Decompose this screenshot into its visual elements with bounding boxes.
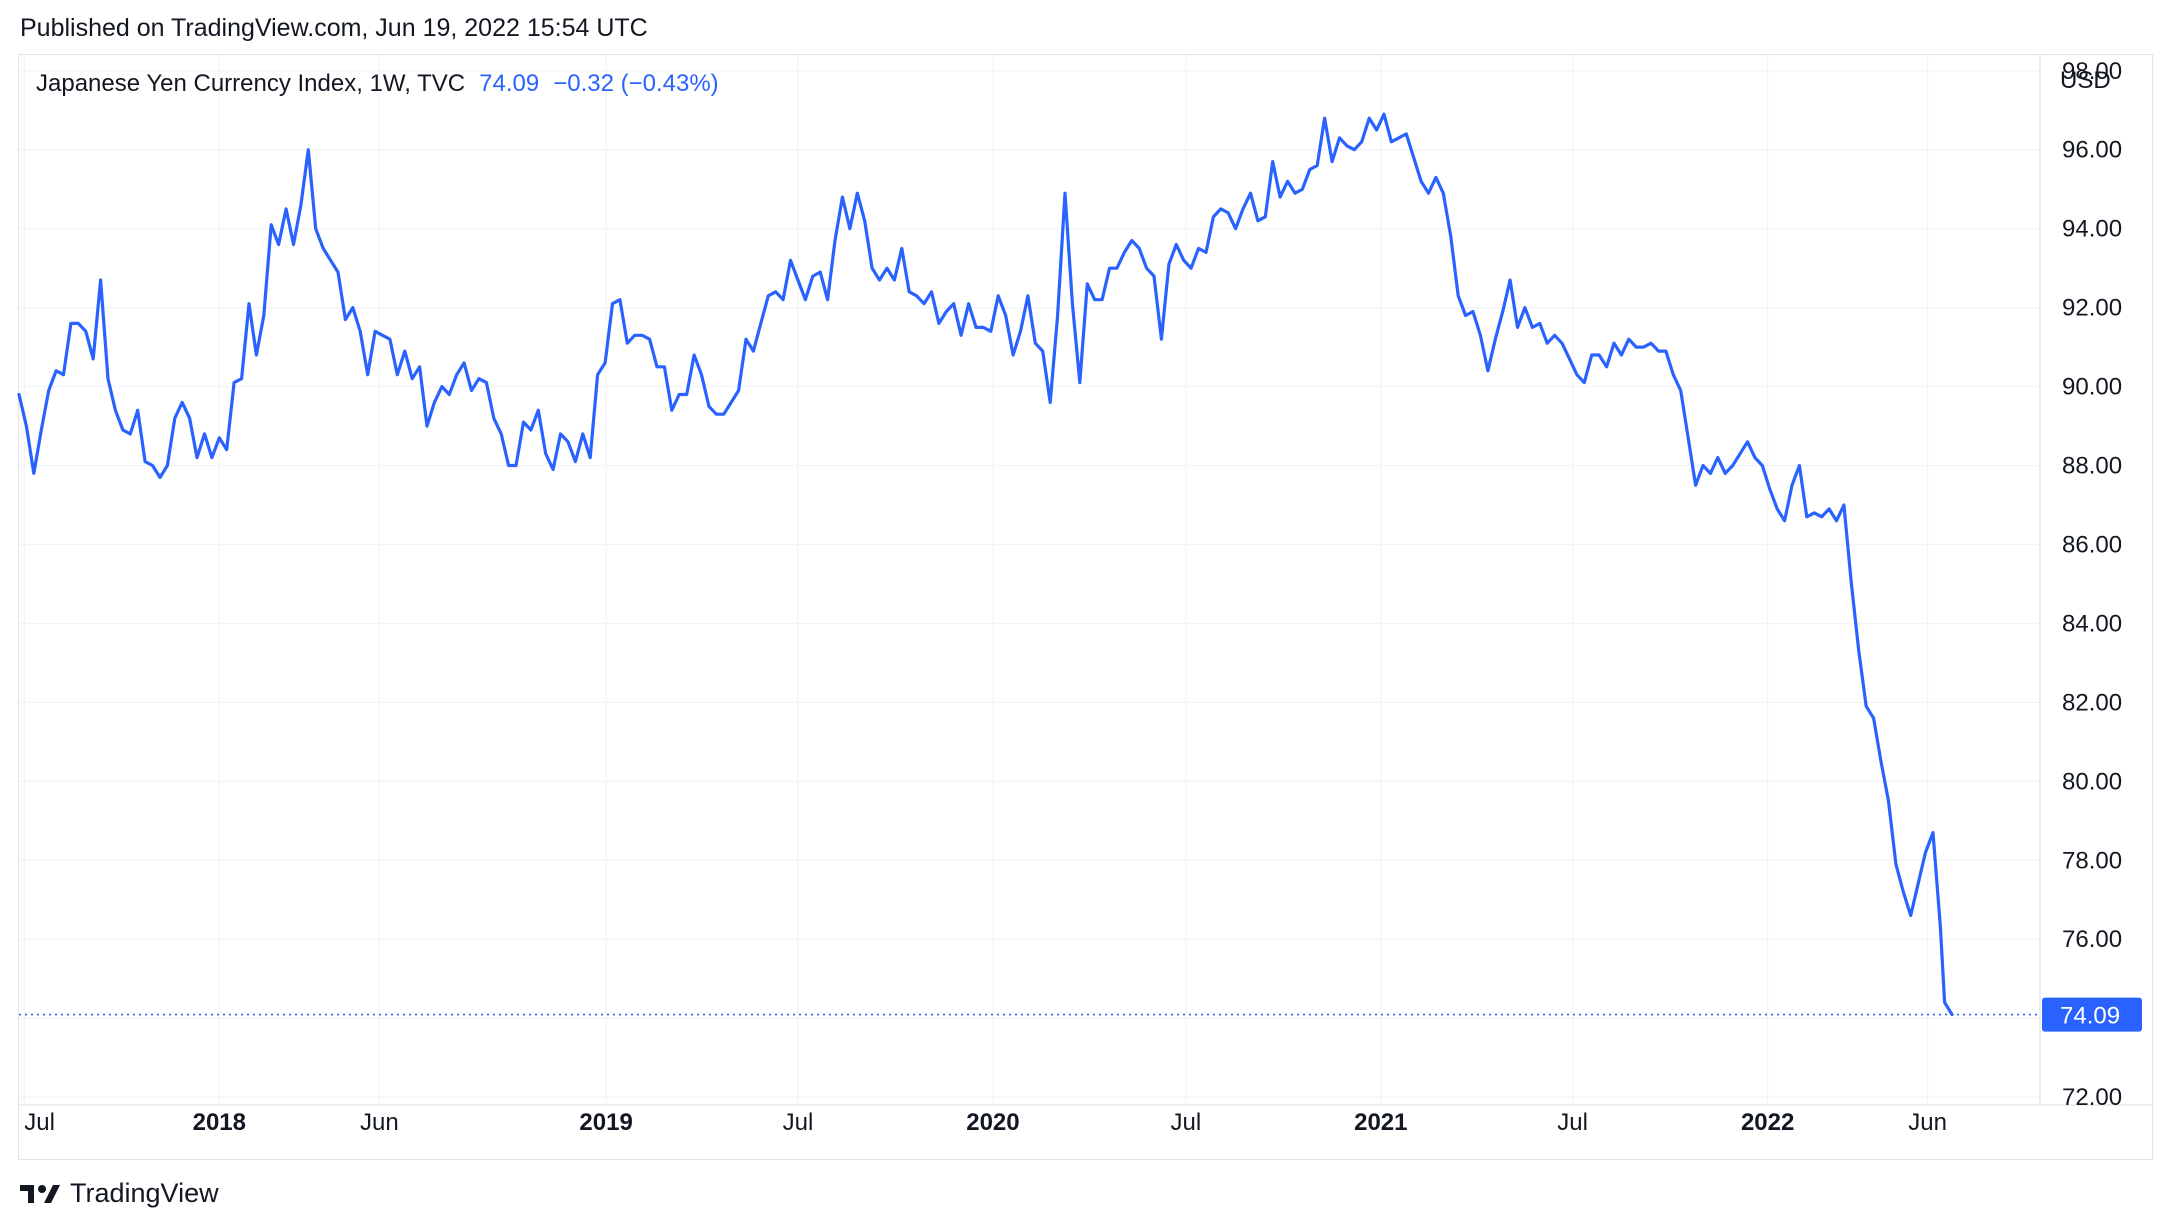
y-tick-label: 96.00 bbox=[2062, 137, 2122, 164]
y-tick-label: 72.00 bbox=[2062, 1084, 2122, 1111]
y-axis-ticks: 98.00 96.00 94.00 92.00 90.00 88.00 86.00 84.00… bbox=[2062, 58, 2122, 1111]
price-change: −0.32 (−0.43%) bbox=[553, 70, 719, 97]
y-tick-label: 80.00 bbox=[2062, 768, 2122, 795]
x-tick-label: 2022 bbox=[1741, 1109, 1794, 1136]
tradingview-brand: TradingView bbox=[70, 1178, 219, 1208]
x-tick-label: Jun bbox=[1908, 1109, 1947, 1136]
y-tick-label: 78.00 bbox=[2062, 847, 2122, 874]
y-tick-label: 94.00 bbox=[2062, 216, 2122, 243]
currency-label: USD bbox=[2060, 67, 2111, 94]
last-price-label: 74.09 bbox=[2042, 997, 2142, 1032]
y-tick-label: 84.00 bbox=[2062, 610, 2122, 637]
x-tick-label: 2020 bbox=[966, 1109, 1019, 1136]
last-price-text: 74.09 bbox=[2060, 1003, 2120, 1030]
price-series-line bbox=[17, 112, 1954, 1017]
x-tick-label: Jul bbox=[783, 1109, 814, 1136]
y-tick-label: 82.00 bbox=[2062, 689, 2122, 716]
chart-frame[interactable] bbox=[18, 54, 2153, 1160]
last-value: 74.09 bbox=[479, 70, 540, 97]
y-tick-label: 98.00 bbox=[2062, 58, 2122, 85]
last-price-badge bbox=[2042, 997, 2142, 1032]
y-tick-label: 86.00 bbox=[2062, 531, 2122, 558]
x-tick-label: 2021 bbox=[1354, 1109, 1407, 1136]
x-axis-ticks: Jul 2018 Jun 2019 Jul 2020 Jul 2021 Jul 2022 Jun bbox=[24, 1109, 1947, 1136]
x-tick-label: Jul bbox=[1557, 1109, 1588, 1136]
y-tick-label: 92.00 bbox=[2062, 295, 2122, 322]
tradingview-logo-icon bbox=[20, 1184, 60, 1203]
grid-lines bbox=[19, 55, 2152, 1106]
published-caption: Published on TradingView.com, Jun 19, 20… bbox=[20, 14, 648, 42]
x-tick-label: 2019 bbox=[579, 1109, 632, 1136]
x-tick-label: 2018 bbox=[193, 1109, 246, 1136]
x-tick-label: Jun bbox=[360, 1109, 399, 1136]
y-tick-label: 88.00 bbox=[2062, 453, 2122, 480]
symbol-title: Japanese Yen Currency Index, 1W, TVC bbox=[36, 70, 466, 97]
y-tick-label: 90.00 bbox=[2062, 374, 2122, 401]
y-tick-label: 76.00 bbox=[2062, 926, 2122, 953]
tradingview-logo[interactable]: TradingView bbox=[20, 1178, 219, 1209]
x-tick-label: Jul bbox=[1170, 1109, 1201, 1136]
x-tick-label: Jul bbox=[24, 1109, 55, 1136]
symbol-legend: Japanese Yen Currency Index, 1W, TVC 74.0… bbox=[36, 70, 719, 98]
